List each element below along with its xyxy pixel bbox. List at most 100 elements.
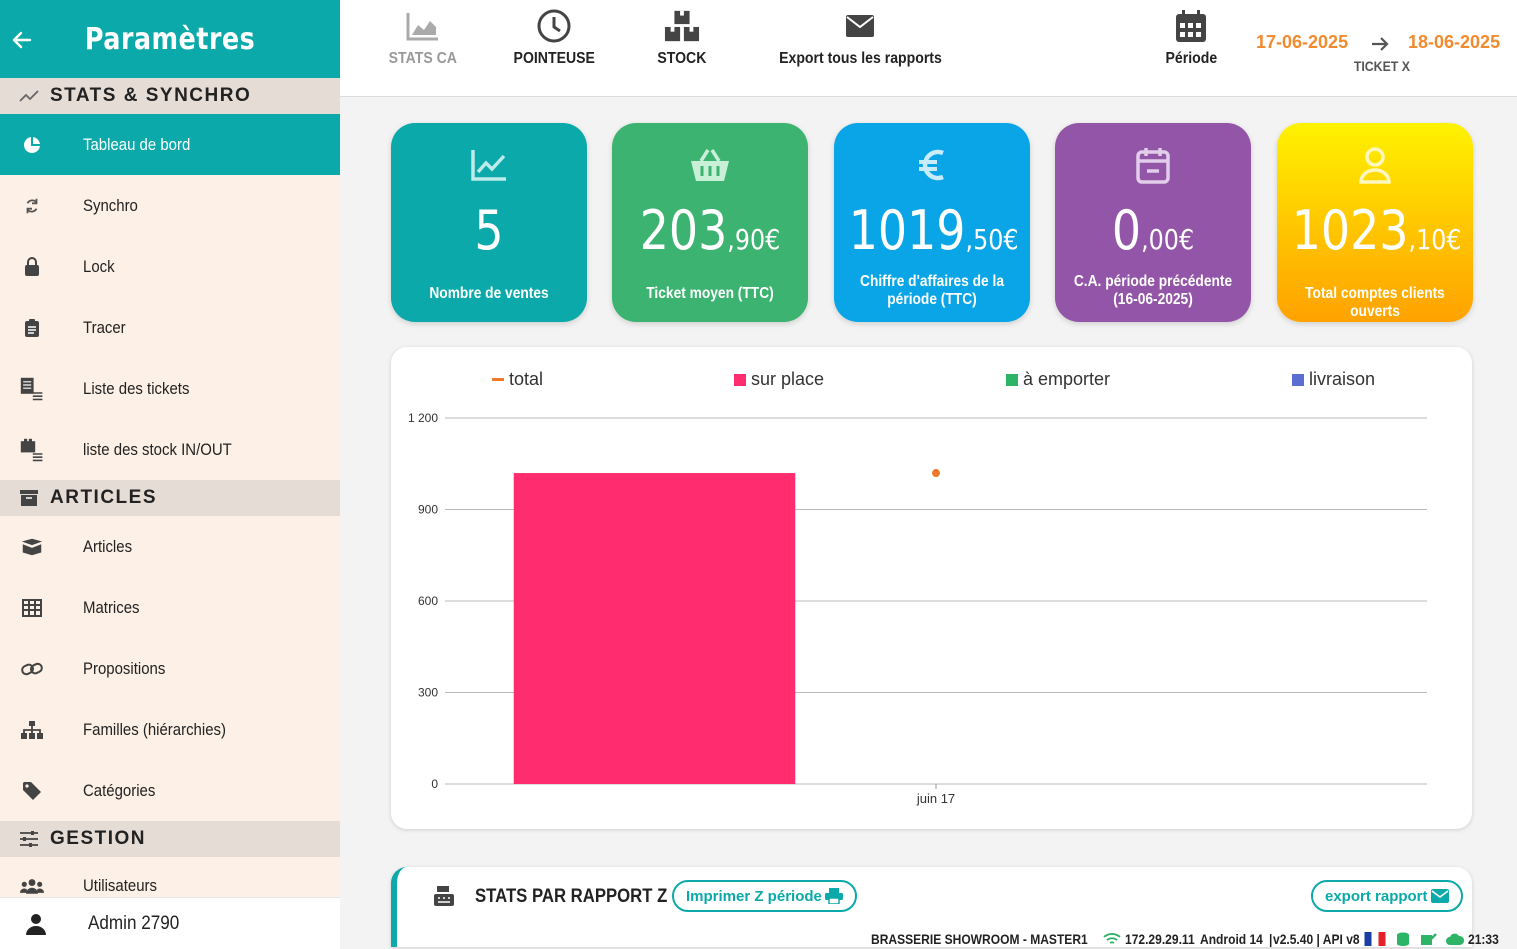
y-tick-label: 1 200 bbox=[408, 411, 438, 425]
section-gestion: GESTION bbox=[0, 821, 340, 857]
top-toolbar: STATS CA POINTEUSE STOCK Export tous les… bbox=[340, 0, 1517, 97]
calendar-icon bbox=[1173, 8, 1209, 44]
chart-plot: 1 200 900 600 300 0 juin 17 bbox=[408, 411, 1427, 806]
sidebar-item-label: Catégories bbox=[83, 780, 156, 800]
cash-register-icon bbox=[434, 886, 454, 906]
point-total bbox=[932, 469, 940, 478]
pie-chart-icon bbox=[20, 133, 44, 157]
y-tick-label: 300 bbox=[418, 686, 438, 700]
legend-swatch bbox=[1006, 373, 1018, 386]
link-icon bbox=[20, 657, 44, 681]
sidebar-item-label: Articles bbox=[83, 536, 133, 556]
user-outline-icon bbox=[1353, 143, 1397, 187]
stock-button[interactable]: STOCK bbox=[654, 8, 710, 68]
ticket-type: TICKET X bbox=[1353, 58, 1410, 74]
kpi-card-sales-count: 5 Nombre de ventes bbox=[391, 123, 587, 322]
y-tick-label: 0 bbox=[431, 777, 438, 791]
os-version: Android 14 bbox=[1200, 930, 1263, 947]
sync-icon bbox=[20, 194, 44, 218]
sidebar-item-propositions[interactable]: Propositions bbox=[0, 638, 340, 699]
legend-item-sur-place[interactable]: sur place bbox=[734, 369, 824, 390]
sidebar-item-lock[interactable]: Lock bbox=[0, 236, 340, 297]
calendar-minus-icon bbox=[1131, 143, 1175, 187]
sidebar-item-utilisateurs[interactable]: Utilisateurs bbox=[0, 857, 340, 915]
sales-chart: total sur place à emporter livraison 1 2… bbox=[391, 347, 1472, 829]
app-version: v2.5.40 | API v8 bbox=[1273, 930, 1360, 947]
edit-icon bbox=[1420, 932, 1437, 945]
grid-icon bbox=[20, 596, 44, 620]
sidebar-item-label: Liste des tickets bbox=[83, 378, 190, 398]
shop-name: BRASSERIE SHOWROOM - MASTER1 bbox=[871, 930, 1088, 947]
sidebar-item-label: Synchro bbox=[83, 195, 138, 215]
sidebar-item-categories[interactable]: Catégories bbox=[0, 760, 340, 821]
clipboard-icon bbox=[20, 316, 44, 340]
legend-swatch bbox=[492, 378, 504, 381]
section-label: GESTION bbox=[50, 828, 147, 849]
back-arrow-icon[interactable] bbox=[10, 28, 34, 52]
sidebar-item-stock-in-out[interactable]: liste des stock IN/OUT bbox=[0, 419, 340, 480]
user-name: Admin 2790 bbox=[88, 912, 180, 934]
section-label: ARTICLES bbox=[50, 487, 157, 508]
stats-ca-button[interactable]: STATS CA bbox=[384, 8, 462, 68]
export-report-button[interactable]: export rapport bbox=[1311, 880, 1463, 912]
line-chart-icon bbox=[467, 143, 511, 187]
legend-item-a-emporter[interactable]: à emporter bbox=[1006, 369, 1110, 390]
legend-item-total[interactable]: total bbox=[492, 369, 543, 390]
clock-time: 21:33 bbox=[1467, 930, 1499, 947]
legend-item-livraison[interactable]: livraison bbox=[1292, 369, 1375, 390]
kpi-card-client-accounts: 1023,10€ Total comptes clients ouverts bbox=[1277, 123, 1473, 322]
sidebar-item-label: liste des stock IN/OUT bbox=[83, 439, 232, 459]
sidebar-item-synchro[interactable]: Synchro bbox=[0, 175, 340, 236]
kpi-value: 1023,10€ bbox=[1291, 199, 1462, 262]
z-report-panel: STATS PAR RAPPORT Z Imprimer Z période e… bbox=[391, 867, 1472, 947]
periode-button[interactable]: Période bbox=[1162, 8, 1221, 68]
kpi-value: 0,00€ bbox=[1111, 199, 1195, 262]
sidebar-item-tableau-de-bord[interactable]: Tableau de bord bbox=[0, 114, 340, 175]
legend-swatch bbox=[734, 373, 746, 386]
sidebar-item-articles[interactable]: Articles bbox=[0, 516, 340, 577]
kpi-value: 5 bbox=[474, 199, 504, 262]
legend-label: sur place bbox=[751, 369, 825, 389]
sidebar-header: Paramètres bbox=[0, 0, 340, 78]
date-to: 18-06-2025 bbox=[1408, 32, 1501, 52]
current-user[interactable]: Admin 2790 bbox=[0, 897, 340, 949]
pointeuse-button[interactable]: POINTEUSE bbox=[508, 8, 600, 68]
euro-icon bbox=[910, 143, 954, 187]
envelope-icon bbox=[1430, 889, 1449, 903]
area-chart-icon bbox=[405, 8, 441, 44]
kpi-label: Nombre de ventes bbox=[429, 285, 549, 302]
date-from: 17-06-2025 bbox=[1256, 32, 1349, 52]
x-tick-label: juin 17 bbox=[916, 791, 955, 806]
database-icon bbox=[1396, 932, 1409, 946]
ip-address: 172.29.29.11 bbox=[1125, 930, 1195, 947]
section-stats-synchro: STATS & SYNCHRO bbox=[0, 78, 340, 114]
hierarchy-icon bbox=[20, 718, 44, 742]
sidebar-item-label: Utilisateurs bbox=[83, 876, 158, 895]
export-all-button[interactable]: Export tous les rapports bbox=[768, 8, 953, 68]
archive-icon bbox=[18, 487, 40, 509]
print-z-period-button[interactable]: Imprimer Z période bbox=[672, 880, 857, 912]
users-icon bbox=[20, 874, 44, 898]
kpi-value: 203,90€ bbox=[639, 199, 781, 262]
cloud-icon bbox=[1445, 933, 1464, 945]
basket-icon bbox=[688, 143, 732, 187]
y-tick-label: 600 bbox=[418, 594, 438, 608]
stock-list-icon bbox=[20, 438, 44, 462]
sidebar-item-familles[interactable]: Familles (hiérarchies) bbox=[0, 699, 340, 760]
bar-sur-place bbox=[513, 473, 796, 784]
wifi-icon bbox=[1103, 932, 1121, 944]
tag-icon bbox=[20, 779, 44, 803]
boxes-icon bbox=[664, 8, 700, 44]
kpi-card-average-ticket: 203,90€ Ticket moyen (TTC) bbox=[612, 123, 808, 322]
printer-icon bbox=[824, 888, 843, 904]
sidebar-item-tracer[interactable]: Tracer bbox=[0, 297, 340, 358]
kpi-card-previous-revenue: 0,00€ C.A. période précédente (16-06-202… bbox=[1055, 123, 1251, 322]
sidebar-item-liste-tickets[interactable]: Liste des tickets bbox=[0, 358, 340, 419]
sidebar-item-matrices[interactable]: Matrices bbox=[0, 577, 340, 638]
kpi-label: C.A. période précédente (16-06-2025) bbox=[1073, 273, 1233, 308]
sidebar-item-label: Propositions bbox=[83, 658, 166, 678]
legend-swatch bbox=[1292, 373, 1304, 386]
trend-icon bbox=[18, 85, 40, 107]
kpi-card-revenue: 1019,50€ Chiffre d'affaires de la périod… bbox=[834, 123, 1030, 322]
legend-label: à emporter bbox=[1023, 369, 1111, 389]
